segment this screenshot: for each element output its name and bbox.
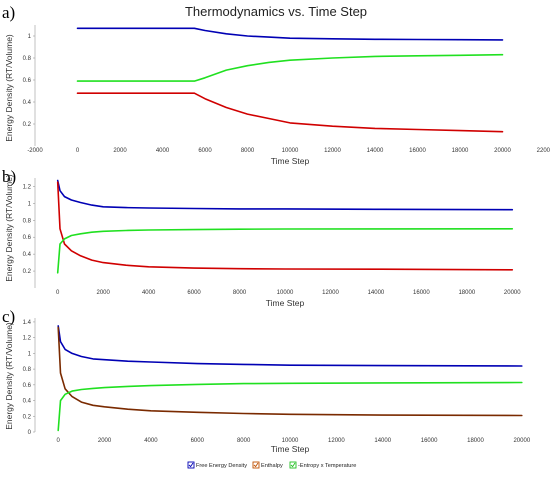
x-tick-label: 8000 bbox=[233, 290, 247, 296]
series-line bbox=[56, 181, 514, 271]
series-line bbox=[57, 326, 523, 417]
series-line bbox=[76, 27, 504, 41]
series-line bbox=[76, 53, 504, 82]
x-tick-label: 18000 bbox=[467, 438, 484, 444]
y-tick-label: 0.4 bbox=[23, 100, 32, 106]
x-tick-label: 20000 bbox=[513, 438, 530, 444]
legend-item[interactable]: -Entropy x Temperature bbox=[289, 461, 356, 469]
legend-checkbox[interactable] bbox=[252, 461, 260, 469]
panel-c-plot: 0 0.2 0.4 0.6 0.8 1 1.2 1.4 0 2000 4000 6000 8000 100… bbox=[23, 318, 531, 444]
y-tick-label: 0.2 bbox=[23, 414, 32, 420]
panel-a-y-axis-label: Energy Density (RT/Volume) bbox=[4, 34, 14, 142]
y-tick-label: 0.6 bbox=[23, 383, 32, 389]
panel-b: b) Energy Density (RT/Volume) Time Step … bbox=[2, 167, 521, 308]
series-line bbox=[57, 325, 523, 367]
x-tick-label: -2000 bbox=[27, 148, 43, 154]
y-tick-label: 0.2 bbox=[23, 269, 32, 275]
legend-label: Enthalpy bbox=[261, 463, 283, 469]
y-tick-label: 1.2 bbox=[23, 336, 32, 342]
y-tick-label: 0.8 bbox=[23, 56, 32, 62]
y-tick-label: 0.8 bbox=[23, 218, 32, 224]
series-line bbox=[76, 92, 504, 133]
y-tick-label: 0.2 bbox=[23, 122, 32, 128]
x-tick-label: 6000 bbox=[191, 438, 205, 444]
x-tick-label: 2000 bbox=[113, 148, 127, 154]
panel-a: a) Thermodynamics vs. Time Step Energy D… bbox=[2, 3, 550, 166]
panel-b-letter: b) bbox=[2, 167, 16, 186]
x-tick-label: 12000 bbox=[328, 438, 345, 444]
legend-label: Free Energy Density bbox=[196, 463, 247, 469]
x-tick-label: 14000 bbox=[367, 148, 384, 154]
x-tick-label: 8000 bbox=[241, 148, 255, 154]
series-line bbox=[57, 381, 523, 432]
x-tick-label: 14000 bbox=[374, 438, 391, 444]
x-tick-label: 0 bbox=[57, 438, 61, 444]
x-tick-label: 6000 bbox=[187, 290, 201, 296]
y-tick-label: 1 bbox=[28, 201, 32, 207]
y-tick-label: 0.4 bbox=[23, 399, 32, 405]
check-icon bbox=[188, 462, 194, 468]
y-tick-label: 0.4 bbox=[23, 252, 32, 258]
series-line bbox=[56, 228, 514, 274]
panel-a-x-axis-label: Time Step bbox=[271, 156, 310, 166]
panel-c-y-axis-label: Energy Density (RT/Volume) bbox=[4, 322, 14, 430]
x-tick-label: 18000 bbox=[458, 290, 475, 296]
panel-b-x-axis-label: Time Step bbox=[266, 298, 305, 308]
x-tick-label: 12000 bbox=[324, 148, 341, 154]
y-tick-label: 1.4 bbox=[23, 320, 32, 326]
legend-item[interactable]: Free Energy Density bbox=[187, 461, 247, 469]
legend-checkbox[interactable] bbox=[289, 461, 297, 469]
panel-c-letter: c) bbox=[2, 307, 15, 326]
x-tick-label: 20000 bbox=[504, 290, 521, 296]
chart-title: Thermodynamics vs. Time Step bbox=[185, 4, 367, 19]
panel-b-plot: 0.2 0.4 0.6 0.8 1 1.2 0 2000 4000 6000 8000 10000 12… bbox=[23, 178, 521, 296]
x-tick-label: 0 bbox=[76, 148, 80, 154]
check-icon bbox=[290, 462, 296, 468]
x-tick-label: 4000 bbox=[142, 290, 156, 296]
panel-c: c) Energy Density (RT/Volume) Time Step … bbox=[2, 307, 531, 454]
x-tick-label: 16000 bbox=[413, 290, 430, 296]
x-tick-label: 16000 bbox=[409, 148, 426, 154]
x-tick-label: 0 bbox=[56, 290, 60, 296]
x-tick-label: 4000 bbox=[144, 438, 158, 444]
x-tick-label: 14000 bbox=[368, 290, 385, 296]
panel-c-x-axis-label: Time Step bbox=[271, 444, 310, 454]
legend-checkbox[interactable] bbox=[187, 461, 195, 469]
x-tick-label: 6000 bbox=[198, 148, 212, 154]
legend-label: -Entropy x Temperature bbox=[298, 463, 356, 469]
y-tick-label: 0.6 bbox=[23, 78, 32, 84]
x-tick-label: 2000 bbox=[97, 290, 111, 296]
x-tick-label: 20000 bbox=[494, 148, 511, 154]
legend: Free Energy Density Enthalpy -Entropy x Te… bbox=[187, 461, 356, 469]
x-tick-label: 18000 bbox=[452, 148, 469, 154]
x-tick-label: 8000 bbox=[237, 438, 251, 444]
x-tick-label: 12000 bbox=[322, 290, 339, 296]
x-tick-label: 16000 bbox=[421, 438, 438, 444]
x-tick-label: 10000 bbox=[277, 290, 294, 296]
y-tick-label: 0.8 bbox=[23, 367, 32, 373]
x-tick-label: 10000 bbox=[282, 438, 299, 444]
series-line bbox=[56, 179, 514, 211]
y-tick-label: 1 bbox=[28, 351, 32, 357]
panel-a-letter: a) bbox=[2, 3, 15, 22]
x-tick-label: 4000 bbox=[156, 148, 170, 154]
y-tick-label: 0 bbox=[28, 430, 32, 436]
x-tick-label: 2000 bbox=[98, 438, 112, 444]
y-tick-label: 1.2 bbox=[23, 184, 32, 190]
check-icon bbox=[253, 462, 259, 468]
y-tick-label: 0.6 bbox=[23, 235, 32, 241]
panel-b-y-axis-label: Energy Density (RT/Volume) bbox=[4, 174, 14, 282]
x-tick-label: 22000 bbox=[537, 148, 550, 154]
panel-a-plot: 0.2 0.4 0.6 0.8 1 -2000 0 2000 4000 6000 8000 10000… bbox=[23, 25, 550, 154]
x-tick-label: 10000 bbox=[282, 148, 299, 154]
legend-item[interactable]: Enthalpy bbox=[252, 461, 283, 469]
y-tick-label: 1 bbox=[28, 34, 32, 40]
